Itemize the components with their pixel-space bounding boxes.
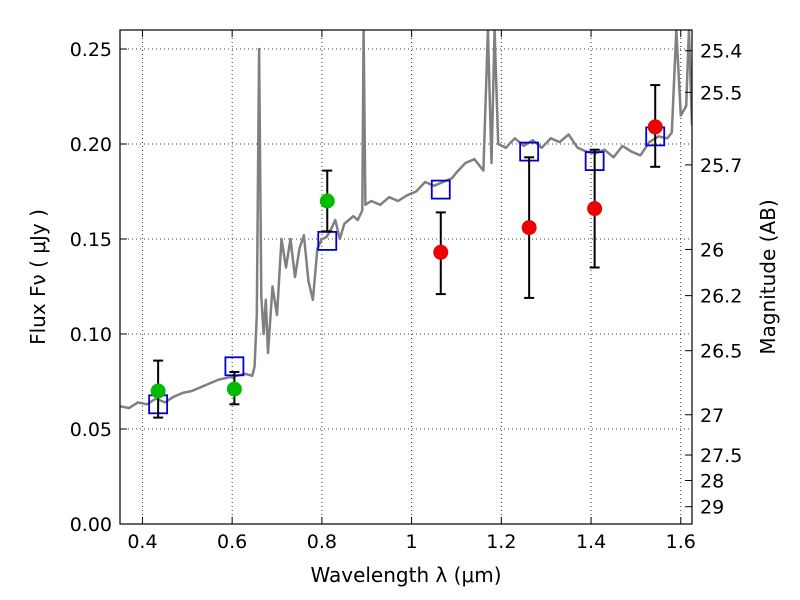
plot-area xyxy=(120,30,692,419)
right-tick-label: 28 xyxy=(700,470,724,492)
y-tick-label: 0.20 xyxy=(70,134,112,156)
red-data-point xyxy=(433,244,449,260)
plot-background xyxy=(120,30,692,524)
y-tick-label: 0.00 xyxy=(70,514,112,536)
x-tick-label: 0.6 xyxy=(217,531,247,553)
y-tick-label: 0.25 xyxy=(70,39,112,61)
y-tick-label: 0.10 xyxy=(70,324,112,346)
right-tick-label: 27 xyxy=(700,405,724,427)
right-tick-label: 25.7 xyxy=(700,155,742,177)
green-data-point xyxy=(226,381,242,397)
x-tick-label: 1.6 xyxy=(666,531,696,553)
x-tick-label: 0.8 xyxy=(307,531,337,553)
right-tick-label: 25.5 xyxy=(700,82,742,104)
x-tick-label: 1.2 xyxy=(486,531,516,553)
plot-frame xyxy=(119,29,693,525)
right-tick-label: 25.4 xyxy=(700,41,742,63)
y-tick-label: 0.05 xyxy=(70,419,112,441)
right-tick-label: 27.5 xyxy=(700,445,742,467)
right-tick-label: 29 xyxy=(700,497,724,519)
x-axis-label: Wavelength λ (μm) xyxy=(310,563,501,587)
right-tick-label: 26.2 xyxy=(700,286,742,308)
y-axis-label: Flux Fν ( μJy ) xyxy=(26,209,50,345)
green-data-point xyxy=(319,193,335,209)
model-square xyxy=(430,179,451,200)
right-axis-label: Magnitude (AB) xyxy=(756,199,780,354)
right-tick-label: 26.5 xyxy=(700,341,742,363)
x-tick-label: 1 xyxy=(406,531,418,553)
x-tick-label: 0.4 xyxy=(127,531,157,553)
right-tick-label: 26 xyxy=(700,239,724,261)
ticks: 0.4 0.6 0.8 1 1.2 1.4 1.6 0.00 0.05 0.10 0.15 0.20 0… xyxy=(70,30,742,553)
red-data-point xyxy=(647,119,663,135)
red-data-point xyxy=(521,220,537,236)
green-data-point xyxy=(150,383,166,399)
red-data-point xyxy=(587,201,603,217)
y-tick-label: 0.15 xyxy=(70,229,112,251)
x-tick-label: 1.4 xyxy=(576,531,606,553)
